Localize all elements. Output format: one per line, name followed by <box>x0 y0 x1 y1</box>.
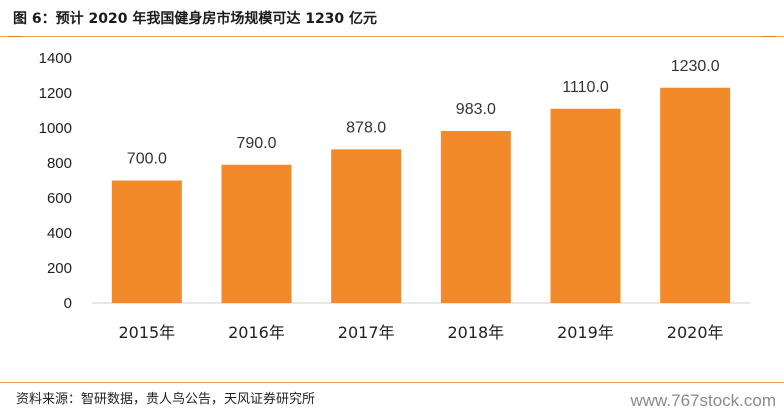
x-tick-label: 2019年 <box>557 323 614 342</box>
x-tick-label: 2015年 <box>118 323 175 342</box>
source-note: 资料来源：智研数据，贵人鸟公告，天风证券研究所 <box>16 392 316 407</box>
x-tick-label: 2020年 <box>667 323 724 342</box>
x-tick-label: 2016年 <box>228 323 285 342</box>
bar-1 <box>221 164 292 303</box>
bar-2 <box>331 149 402 303</box>
bar-5 <box>660 87 731 303</box>
data-label: 790.0 <box>236 135 276 152</box>
footer-divider <box>0 382 784 383</box>
data-label: 878.0 <box>346 119 386 136</box>
data-label: 983.0 <box>456 101 496 118</box>
data-label: 1230.0 <box>671 58 720 75</box>
y-tick-label: 800 <box>47 155 72 172</box>
watermark: www.767stock.com <box>630 391 777 410</box>
page-title: 图 6：预计 2020 年我国健身房市场规模可达 1230 亿元 <box>13 11 378 27</box>
bar-0 <box>111 180 182 303</box>
y-tick-label: 1200 <box>39 85 72 102</box>
bar-3 <box>440 130 511 303</box>
y-tick-label: 600 <box>47 190 72 207</box>
header-divider <box>0 36 784 37</box>
x-tick-label: 2018年 <box>447 323 504 342</box>
y-tick-label: 1400 <box>39 50 72 67</box>
y-tick-label: 200 <box>47 260 72 277</box>
data-label: 1110.0 <box>562 79 609 96</box>
bar-4 <box>550 108 621 303</box>
data-label: 700.0 <box>127 151 167 168</box>
bar-chart: 0 200 400 600 800 1000 1200 1400 700.0 2015年 790.0… <box>39 50 750 342</box>
y-tick-label: 400 <box>47 225 72 242</box>
x-tick-label: 2017年 <box>338 323 395 342</box>
header-divider-left-mark <box>8 36 22 37</box>
header-divider-right-mark <box>762 36 776 37</box>
y-tick-label: 0 <box>64 295 72 312</box>
y-tick-label: 1000 <box>39 120 72 137</box>
